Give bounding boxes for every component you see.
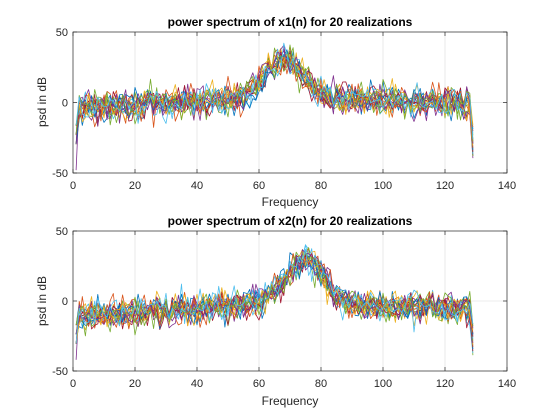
y-axis-label: psd in dB <box>35 276 49 326</box>
x-tick-label: 60 <box>253 378 265 390</box>
y-tick-label: 0 <box>62 98 68 110</box>
tick-marks <box>72 31 508 174</box>
x-tick-label: 80 <box>315 378 327 390</box>
x-tick-label: 20 <box>129 378 141 390</box>
y-axis-label: psd in dB <box>35 77 49 127</box>
x-tick-label: 100 <box>374 180 392 192</box>
series-line-19 <box>75 251 474 330</box>
series-line-18 <box>75 50 474 144</box>
x-tick-label: 140 <box>498 378 516 390</box>
x-axis-label: Frequency <box>262 394 319 408</box>
x-tick-label: 40 <box>191 378 203 390</box>
series-line-18 <box>75 249 474 335</box>
x-tick-label: 120 <box>436 180 454 192</box>
x-tick-label: 20 <box>129 180 141 192</box>
chart-title: power spectrum of x2(n) for 20 realizati… <box>168 214 413 228</box>
x-tick-label: 100 <box>374 378 392 390</box>
y-tick-label: -50 <box>52 366 68 378</box>
y-tick-label: -50 <box>52 168 68 180</box>
series-line-16 <box>76 253 474 333</box>
series-line-20 <box>75 248 474 344</box>
chart-title: power spectrum of x1(n) for 20 realizati… <box>168 15 413 29</box>
series-line-20 <box>75 42 474 140</box>
series-group <box>75 244 474 360</box>
x-axis-label: Frequency <box>262 195 319 209</box>
tick-marks <box>72 230 508 372</box>
y-tick-label: 0 <box>62 296 68 308</box>
x-tick-label: 40 <box>191 180 203 192</box>
y-tick-label: 50 <box>56 27 68 39</box>
x-tick-label: 0 <box>70 180 76 192</box>
x-tick-label: 80 <box>315 180 327 192</box>
x-tick-label: 60 <box>253 180 265 192</box>
x-tick-label: 140 <box>498 180 516 192</box>
series-group <box>75 42 474 171</box>
series-line-15 <box>75 255 474 335</box>
x-tick-label: 120 <box>436 378 454 390</box>
series-line-14 <box>75 51 474 152</box>
y-tick-label: 50 <box>56 226 68 238</box>
series-line-19 <box>75 44 474 142</box>
x-tick-label: 0 <box>70 378 76 390</box>
